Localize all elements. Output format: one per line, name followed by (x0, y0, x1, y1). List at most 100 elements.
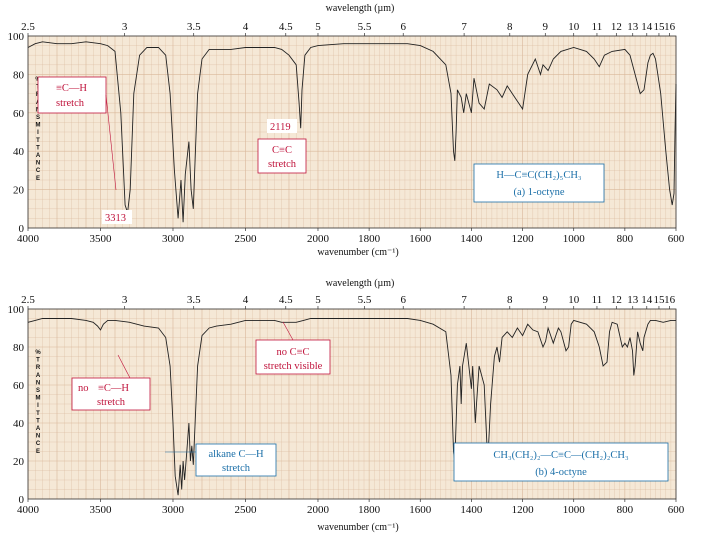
y-tick-label: 100 (8, 31, 25, 43)
grid (27, 35, 677, 229)
ann-2119: 2119 (270, 122, 291, 133)
annotation-3313: 3313 (102, 210, 132, 224)
top-tick-label: 5 (315, 21, 321, 33)
bottom-tick-label: 3500 (89, 504, 112, 516)
vertical-label-letter: % (35, 350, 41, 356)
bottom-tick-label: 1200 (512, 504, 535, 516)
compound-formula: H—C≡C(CH₂)₅CH₃ (496, 170, 581, 181)
chart-1-octyne: 2.5 3 3.5 4 4.5 5 5.5 6 7 8 9 10 11 12 13 14 15 16 4000 35… (8, 3, 685, 258)
bottom-tick-label: 1600 (409, 504, 432, 516)
top-tick-label: 3 (122, 21, 128, 33)
vertical-label-letter: M (36, 396, 41, 402)
bottom-tick-label: 600 (668, 233, 685, 245)
top-tick-label: 6 (400, 294, 406, 306)
bottom-tick-label: 800 (617, 233, 634, 245)
y-tick-label: 60 (13, 380, 25, 392)
top-tick-label: 16 (664, 294, 676, 306)
plot-frame (27, 35, 677, 229)
top-axis-title: wavelength (µm) (326, 3, 395, 14)
bottom-tick-label: 1400 (460, 504, 483, 516)
vertical-label-letter: E (36, 176, 40, 182)
ann-no-cc: no C≡C (276, 347, 309, 358)
annotation-no-ch-stretch: no ≡C—H stretch (71, 354, 151, 411)
vertical-label-letter: N (36, 380, 40, 386)
compound-name: (b) 4-octyne (535, 467, 587, 478)
vertical-label-letter: T (36, 411, 40, 417)
bottom-axis-title: wavenumber (cm⁻¹) (317, 522, 398, 533)
top-tick-label: 12 (611, 294, 622, 306)
top-tick-label: 15 (653, 294, 665, 306)
bottom-tick-label: 1800 (358, 504, 381, 516)
top-axis-ticks: 2.5 3 3.5 4 4.5 5 5.5 6 7 8 9 10 11 12 13 14 15 16 (21, 294, 676, 309)
bottom-tick-label: 2000 (307, 504, 330, 516)
ann-no: no (78, 383, 89, 394)
vertical-label-letter: N (36, 161, 40, 167)
top-tick-label: 10 (568, 21, 580, 33)
bottom-tick-label: 1800 (358, 233, 381, 245)
y-tick-label: 80 (13, 69, 25, 81)
bottom-tick-label: 3000 (162, 233, 185, 245)
bottom-tick-label: 3000 (162, 504, 185, 516)
annotation-2119: 2119 (267, 119, 297, 133)
top-tick-label: 4.5 (279, 294, 293, 306)
top-tick-label: 6 (400, 21, 406, 33)
y-tick-label: 40 (13, 146, 25, 158)
y-tick-label: 80 (13, 342, 25, 354)
top-tick-label: 14 (641, 21, 653, 33)
bottom-axis-title: wavenumber (cm⁻¹) (317, 247, 398, 258)
ann-cc-label: C≡C (272, 145, 292, 156)
annotation-no-cc-stretch: no C≡C stretch visible (255, 321, 331, 375)
top-tick-label: 4.5 (279, 21, 293, 33)
ann-cc-stretch: stretch (268, 159, 297, 170)
y-tick-label: 100 (8, 304, 25, 316)
y-tick-label: 0 (19, 494, 25, 506)
top-tick-label: 2.5 (21, 294, 35, 306)
top-tick-label: 5.5 (358, 21, 372, 33)
bottom-tick-label: 3500 (89, 233, 112, 245)
top-axis-title: wavelength (µm) (326, 278, 395, 289)
top-tick-label: 13 (627, 21, 639, 33)
bottom-tick-label: 1200 (512, 233, 535, 245)
bottom-axis-ticks: 4000 3500 3000 2500 2000 1800 1600 1400 1200 1000… (17, 499, 685, 516)
top-tick-label: 16 (664, 21, 676, 33)
y-tick-label: 20 (13, 456, 25, 468)
bottom-axis-ticks: 4000 3500 3000 2500 2000 1800 1600 1400 1200 1000… (17, 228, 685, 245)
top-tick-label: 5.5 (358, 294, 372, 306)
y-axis-ticks: 0 20 40 60 80 100 (8, 304, 25, 506)
top-tick-label: 2.5 (21, 21, 35, 33)
top-tick-label: 13 (627, 294, 639, 306)
ann-3313: 3313 (105, 213, 126, 224)
top-tick-label: 3.5 (187, 21, 201, 33)
bottom-tick-label: 1000 (563, 504, 586, 516)
ann-ch-stretch: stretch (56, 98, 85, 109)
annotation-cc-stretch: C≡C stretch (257, 138, 307, 174)
spectrum-line-1-octyne (27, 41, 677, 223)
compound-box-1-octyne: H—C≡C(CH₂)₅CH₃ (a) 1-octyne (473, 163, 605, 203)
vertical-label-letter: T (36, 145, 40, 151)
top-tick-label: 12 (611, 21, 622, 33)
bottom-tick-label: 2500 (234, 233, 257, 245)
bottom-tick-label: 4000 (17, 233, 40, 245)
top-tick-label: 9 (543, 21, 549, 33)
vertical-label-letter: T (36, 138, 40, 144)
ann-no-ch: ≡C—H (98, 383, 129, 394)
compound-box-4-octyne: CH₃(CH₂)₂—C≡C—(CH₂)₂CH₃ (b) 4-octyne (453, 442, 669, 482)
ann-no-cc-visible: stretch visible (264, 361, 323, 372)
bottom-tick-label: 1600 (409, 233, 432, 245)
top-tick-label: 9 (543, 294, 549, 306)
vertical-label-letter: I (37, 403, 39, 409)
top-tick-label: 3 (122, 294, 128, 306)
vertical-label-letter: C (36, 168, 41, 174)
y-axis-ticks: 0 20 40 60 80 100 (8, 31, 25, 235)
spectrum-line-4-octyne (27, 318, 676, 496)
top-tick-label: 4 (243, 294, 249, 306)
bottom-tick-label: 1000 (563, 233, 586, 245)
compound-name: (a) 1-octyne (513, 187, 564, 198)
bottom-tick-label: 800 (617, 504, 634, 516)
vertical-label-letter: M (36, 123, 41, 129)
vertical-label-letter: A (36, 373, 41, 379)
top-tick-label: 8 (507, 21, 513, 33)
plot-frame (27, 308, 677, 500)
